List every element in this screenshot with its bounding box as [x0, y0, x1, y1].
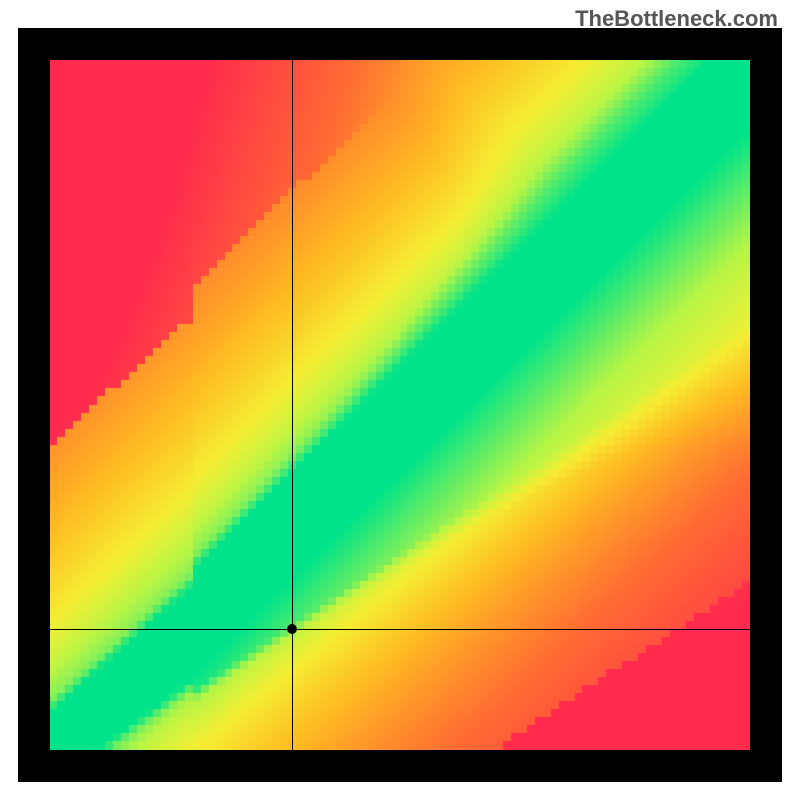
crosshair-vertical — [292, 60, 293, 750]
chart-frame — [18, 28, 782, 782]
watermark-text: TheBottleneck.com — [575, 6, 778, 32]
heatmap-plot — [50, 60, 750, 750]
heatmap-canvas — [50, 60, 750, 750]
crosshair-horizontal — [50, 629, 750, 630]
crosshair-marker — [287, 624, 297, 634]
